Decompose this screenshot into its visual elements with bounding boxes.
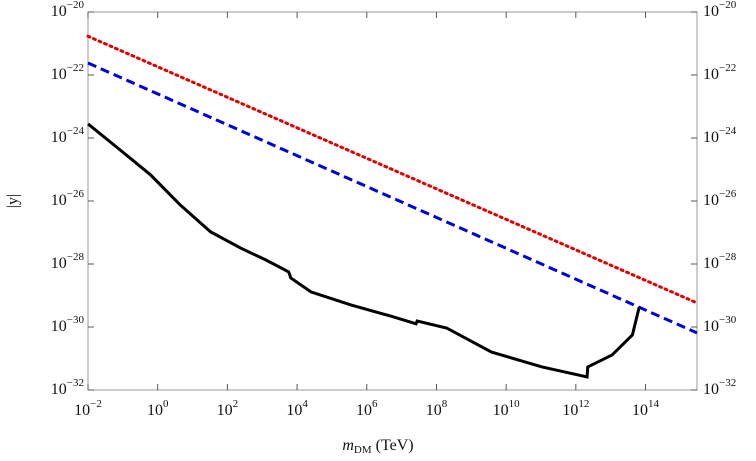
x-tick-label: 104	[286, 398, 308, 419]
series-line	[87, 122, 641, 379]
x-tick-label: 1012	[562, 398, 589, 419]
x-tick-label: 1010	[493, 398, 521, 419]
series-line	[86, 34, 699, 305]
x-tick-label: 10−2	[74, 398, 102, 419]
x-tick-label: 1014	[632, 398, 660, 419]
y-tick-label: 10−20	[51, 0, 85, 20]
x-axis-title: mDM (TeV)	[342, 437, 413, 456]
y-tick-label-right: 10−28	[703, 251, 737, 272]
x-tick-label: 102	[217, 398, 239, 419]
y-tick-label-right: 10−26	[703, 188, 737, 209]
y-tick-label-right: 10−32	[703, 377, 736, 398]
y-tick-label: 10−32	[51, 377, 84, 398]
y-tick-label-right: 10−20	[703, 0, 737, 20]
y-axis-title: |y|	[5, 194, 22, 208]
y-tick-label: 10−28	[51, 251, 85, 272]
x-tick-label: 108	[426, 398, 448, 419]
y-tick-label: 10−30	[51, 314, 85, 335]
series-line	[87, 61, 698, 335]
y-tick-label-right: 10−22	[703, 62, 736, 83]
y-tick-label: 10−24	[51, 125, 85, 146]
y-tick-label: 10−22	[51, 62, 84, 83]
y-tick-label-right: 10−30	[703, 314, 737, 335]
x-tick-label: 100	[147, 398, 169, 419]
y-tick-label-right: 10−24	[703, 125, 737, 146]
y-tick-label: 10−26	[51, 188, 85, 209]
plot-frame	[87, 11, 698, 391]
x-tick-label: 106	[356, 398, 378, 419]
